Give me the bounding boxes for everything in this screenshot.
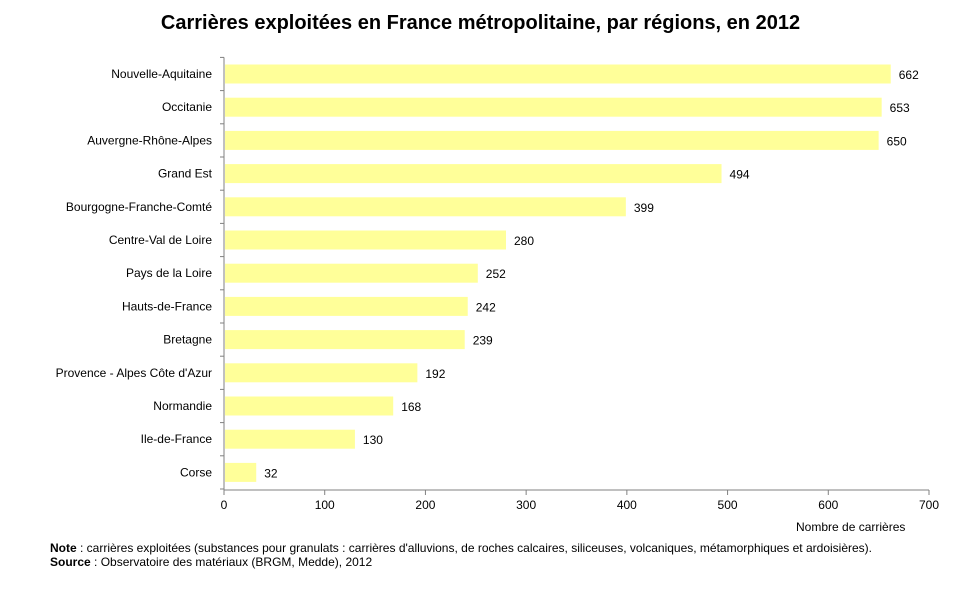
data-label: 653: [890, 101, 910, 115]
category-label: Ile-de-France: [141, 432, 213, 446]
bar: [225, 197, 626, 217]
x-tick-label: 400: [617, 498, 637, 512]
category-label: Grand Est: [158, 167, 213, 181]
bar: [225, 130, 879, 150]
bar: [225, 429, 355, 449]
x-tick-label: 100: [315, 498, 335, 512]
category-label: Occitanie: [162, 100, 212, 114]
category-label: Auvergne-Rhône-Alpes: [87, 133, 212, 147]
note-text: : carrières exploitées (substances pour …: [76, 541, 872, 555]
chart-title: Carrières exploitées en France métropoli…: [160, 12, 801, 34]
x-tick-label: 0: [221, 498, 228, 512]
bar: [225, 462, 257, 482]
data-label: 650: [887, 134, 907, 148]
category-label: Pays de la Loire: [126, 266, 212, 280]
bar: [225, 296, 468, 316]
bar: [225, 164, 722, 184]
data-label: 399: [634, 201, 654, 215]
bar: [225, 330, 465, 350]
bar: [225, 363, 418, 383]
x-axis: 0 100 200 300 400 500 600 700: [220, 56, 939, 512]
bar: [225, 396, 394, 416]
category-label: Bretagne: [163, 333, 212, 347]
bar: [225, 97, 882, 117]
source-label: Source: [50, 555, 91, 569]
value-labels-group: 662 653 650 494 399 280 252 242 239 192 168 130 32: [264, 68, 919, 480]
data-label: 494: [730, 168, 750, 182]
category-label: Nouvelle-Aquitaine: [111, 67, 212, 81]
bar: [225, 230, 506, 250]
data-label: 662: [899, 68, 919, 82]
data-label: 168: [401, 400, 421, 414]
category-label: Bourgogne-Franche-Comté: [66, 200, 212, 214]
x-tick-label: 700: [919, 498, 939, 512]
source-line: Source : Observatoire des matériaux (BRG…: [50, 555, 890, 569]
chart-footer: Note : carrières exploitées (substances …: [50, 541, 890, 569]
category-label: Provence - Alpes Côte d'Azur: [56, 366, 212, 380]
category-label: Hauts-de-France: [122, 299, 212, 313]
data-label: 242: [476, 300, 496, 314]
data-label: 239: [473, 334, 493, 348]
data-label: 280: [514, 234, 534, 248]
bars-group: [225, 64, 891, 482]
x-axis-label: Nombre de carrières: [796, 520, 906, 534]
data-label: 252: [486, 267, 506, 281]
bar: [225, 263, 478, 283]
note-line: Note : carrières exploitées (substances …: [50, 541, 890, 555]
category-label: Centre-Val de Loire: [109, 233, 212, 247]
data-label: 32: [264, 466, 278, 480]
x-tick-label: 600: [818, 498, 838, 512]
x-tick-label: 500: [718, 498, 738, 512]
bar: [225, 64, 891, 84]
data-label: 192: [425, 367, 445, 381]
category-label: Corse: [180, 465, 212, 479]
x-tick-label: 200: [415, 498, 435, 512]
note-label: Note: [50, 541, 77, 555]
category-labels-group: Nouvelle-Aquitaine Occitanie Auvergne-Rhôn…: [56, 67, 213, 479]
category-label: Normandie: [153, 399, 212, 413]
x-tick-label: 300: [516, 498, 536, 512]
source-text: : Observatoire des matériaux (BRGM, Medd…: [90, 555, 373, 569]
data-label: 130: [363, 433, 383, 447]
